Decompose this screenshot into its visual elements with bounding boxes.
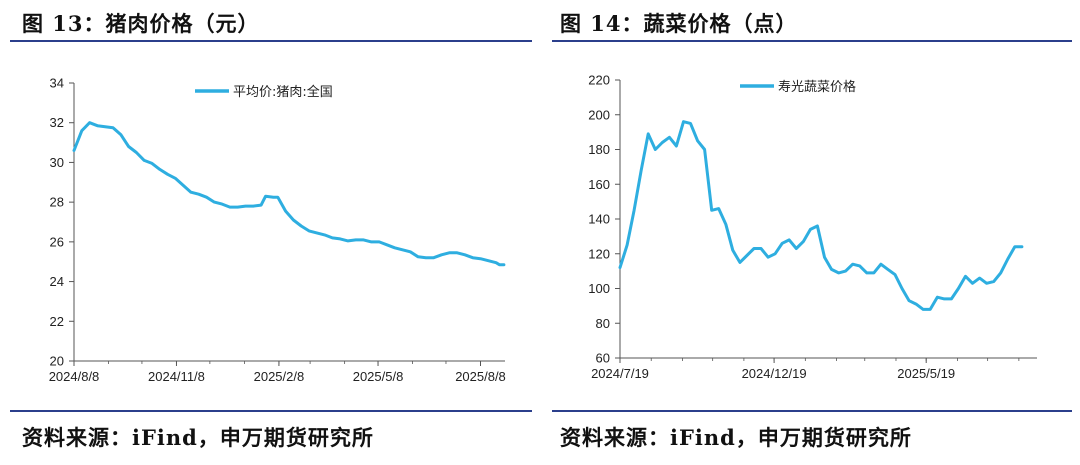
vegetable-series-line [618,120,1024,311]
pork-y-tick-label: 22 [50,314,64,329]
pork-y-tick-label: 28 [50,195,64,210]
title-rule-right [552,40,1072,42]
vegetable-y-tick-label: 180 [588,142,610,157]
pork-y-tick-label: 30 [50,155,64,170]
pork-y-tick-label: 20 [50,354,64,369]
vegetable-y-tick-label: 60 [596,351,610,366]
pork-x-tick-label: 2024/8/8 [49,369,100,384]
pork-x-tick-label: 2025/5/8 [353,369,404,384]
vegetable-y-tick-label: 200 [588,107,610,122]
vegetable-x-tick-label: 2024/12/19 [742,366,807,381]
vegetable-y-tick-label: 220 [588,73,610,88]
source-rule-right [552,410,1072,412]
vegetable-y-tick-label: 100 [588,281,610,296]
pork-y-tick-label: 32 [50,115,64,130]
vegetable-x-tick-label: 2025/5/19 [897,366,955,381]
title-rule-left [10,40,532,42]
pork-x-tick-label: 2025/8/8 [455,369,506,384]
source-note-left: 资料来源：iFind，申万期货研究所 [22,425,374,450]
pork-y-tick-label: 34 [50,76,64,91]
source-rule-left [10,410,532,412]
chart-title-pork: 图 13：猪肉价格（元） [22,11,260,36]
pork-y-tick-label: 26 [50,234,64,249]
source-note-right: 资料来源：iFind，申万期货研究所 [560,425,912,450]
pork-series-line [72,121,506,267]
pork-y-tick-label: 24 [50,274,64,289]
pork-legend-label: 平均价:猪肉:全国 [233,84,333,100]
vegetable-y-tick-label: 160 [588,177,610,192]
vegetable-y-tick-label: 120 [588,246,610,261]
vegetable-y-tick-label: 140 [588,212,610,227]
pork-x-tick-label: 2024/11/8 [148,369,205,384]
vegetable-y-tick-label: 80 [596,316,610,331]
chart-title-vegetable: 图 14：蔬菜价格（点） [560,11,798,36]
vegetable-x-tick-label: 2024/7/19 [591,366,649,381]
pork-x-tick-label: 2025/2/8 [254,369,305,384]
vegetable-legend-label: 寿光蔬菜价格 [778,79,856,95]
